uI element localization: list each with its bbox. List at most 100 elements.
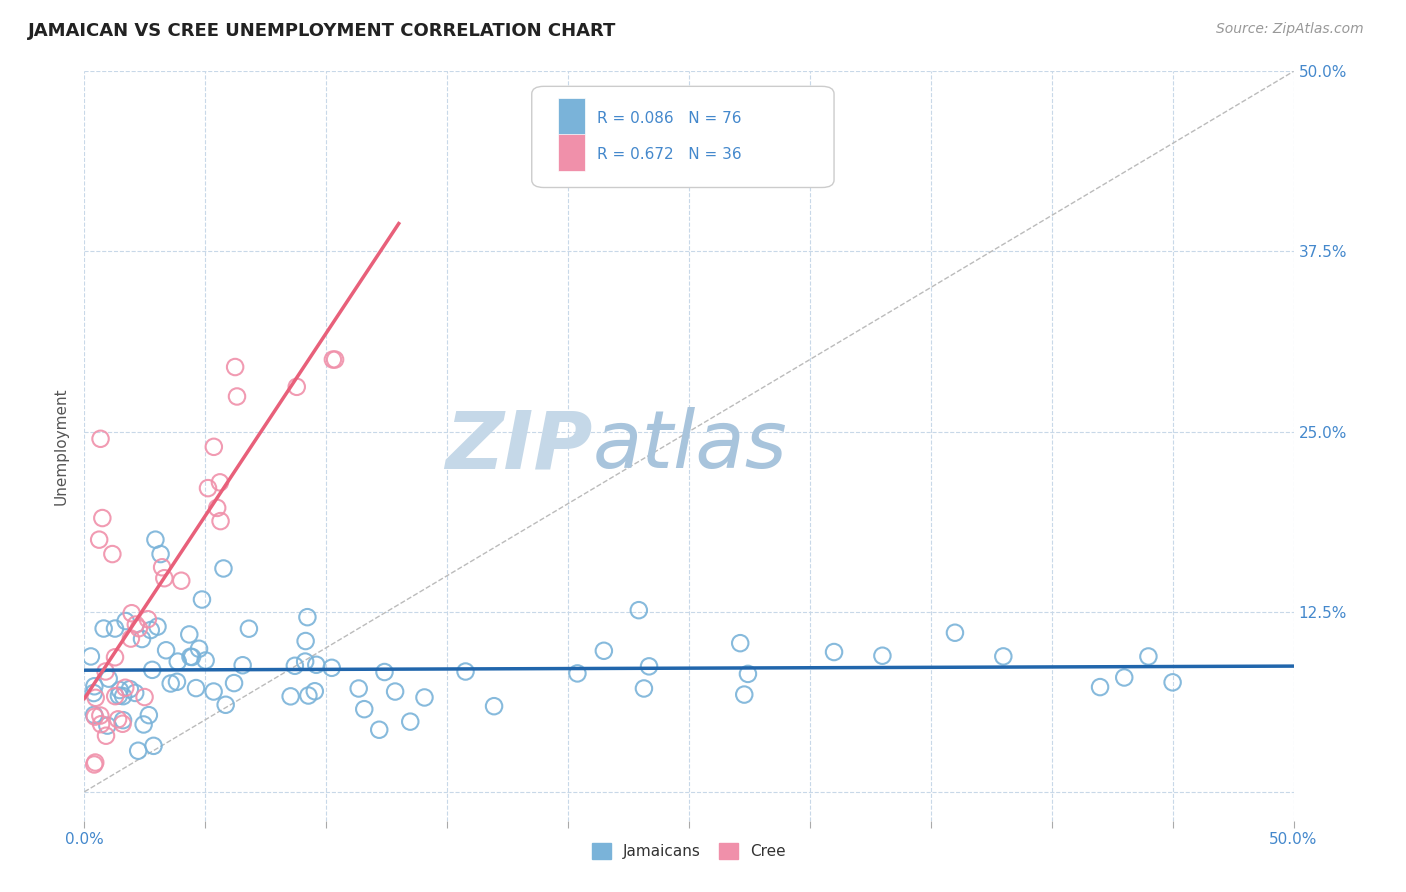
Text: R = 0.672   N = 36: R = 0.672 N = 36 [598, 147, 742, 162]
Point [294, 634, 316, 648]
Point [131, 632, 153, 646]
Point [108, 689, 131, 703]
Point [83, 709, 105, 723]
Point [368, 723, 391, 737]
Text: atlas: atlas [592, 407, 787, 485]
Point [166, 655, 188, 669]
Point [399, 714, 422, 729]
Point [202, 440, 225, 454]
Point [224, 359, 246, 374]
Point [90, 717, 112, 731]
Point [284, 658, 307, 673]
Point [872, 648, 894, 663]
Point [83, 707, 105, 722]
Point [150, 560, 173, 574]
Point [138, 708, 160, 723]
Point [197, 481, 219, 495]
Point [384, 684, 406, 698]
Point [347, 681, 370, 696]
Point [993, 649, 1015, 664]
Point [101, 547, 124, 561]
Point [111, 716, 134, 731]
Point [179, 627, 201, 641]
FancyBboxPatch shape [558, 97, 585, 135]
Point [139, 623, 162, 637]
Point [181, 650, 204, 665]
Point [238, 622, 260, 636]
Point [304, 684, 326, 698]
Point [97, 672, 120, 686]
Point [1088, 680, 1111, 694]
Point [232, 658, 254, 673]
Point [127, 744, 149, 758]
Point [737, 666, 759, 681]
Point [89, 533, 111, 547]
Point [212, 561, 235, 575]
Point [297, 610, 319, 624]
Point [83, 686, 105, 700]
Point [124, 686, 146, 700]
Point [454, 665, 477, 679]
Point [93, 622, 115, 636]
Point [166, 674, 188, 689]
Point [226, 389, 249, 403]
Point [94, 665, 117, 679]
Point [179, 649, 201, 664]
Point [146, 619, 169, 633]
Point [353, 702, 375, 716]
Point [215, 698, 238, 712]
Point [191, 592, 214, 607]
Point [222, 676, 245, 690]
Point [141, 663, 163, 677]
Text: ZIP: ZIP [444, 407, 592, 485]
FancyBboxPatch shape [531, 87, 834, 187]
Point [96, 718, 118, 732]
Point [592, 644, 614, 658]
Point [125, 617, 148, 632]
Point [149, 547, 172, 561]
Point [114, 681, 136, 695]
Point [89, 708, 111, 723]
Point [145, 533, 167, 547]
Point [323, 352, 346, 367]
FancyBboxPatch shape [558, 134, 585, 171]
Point [84, 756, 107, 770]
Point [120, 632, 142, 646]
Point [90, 432, 112, 446]
Point [733, 688, 755, 702]
Point [205, 500, 228, 515]
Point [322, 352, 344, 367]
Point [413, 690, 436, 705]
Legend: Jamaicans, Cree: Jamaicans, Cree [586, 838, 792, 865]
Point [305, 657, 328, 672]
Point [132, 717, 155, 731]
Point [1114, 671, 1136, 685]
Point [1137, 649, 1160, 664]
Point [153, 571, 176, 585]
Point [142, 739, 165, 753]
Point [104, 689, 127, 703]
Point [118, 682, 141, 697]
Point [373, 665, 395, 679]
Point [107, 712, 129, 726]
Point [638, 659, 661, 673]
Point [285, 380, 308, 394]
Text: Source: ZipAtlas.com: Source: ZipAtlas.com [1216, 22, 1364, 37]
Point [321, 661, 343, 675]
Point [128, 621, 150, 635]
Point [134, 690, 156, 704]
Point [208, 475, 231, 490]
Point [155, 643, 177, 657]
Point [188, 641, 211, 656]
Point [943, 625, 966, 640]
Point [209, 514, 232, 528]
Point [823, 645, 845, 659]
Point [627, 603, 650, 617]
Point [108, 683, 131, 698]
Point [84, 690, 107, 705]
Point [728, 636, 751, 650]
Text: R = 0.086   N = 76: R = 0.086 N = 76 [598, 112, 741, 126]
Point [567, 666, 589, 681]
Point [136, 612, 159, 626]
Point [184, 681, 207, 695]
